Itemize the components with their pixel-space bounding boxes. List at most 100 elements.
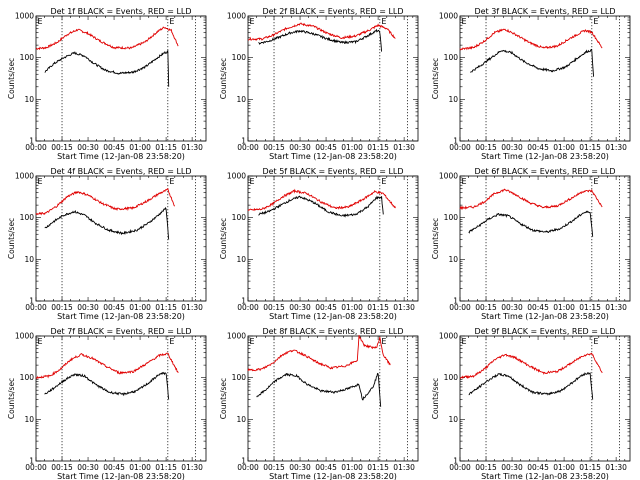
x-tick-label: 00:45	[315, 143, 337, 152]
y-tick-label: 1	[241, 457, 246, 466]
events-series-line	[44, 206, 170, 240]
x-tick-label: 01:15	[367, 303, 389, 312]
x-tick-label: 00:30	[501, 303, 523, 312]
x-tick-label: 00:30	[77, 143, 99, 152]
panel-title: Det 2f BLACK = Events, RED = LLD	[262, 7, 403, 16]
x-axis-label: Start Time (12-Jan-08 23:58:20)	[481, 312, 609, 321]
y-axis-label: Counts/sec	[219, 58, 228, 99]
plot-frame	[247, 15, 419, 142]
panel-7: Det 7f BLACK = Events, RED = LLD 1 10 100 10…	[7, 327, 207, 480]
x-tick-label: 01:15	[367, 463, 389, 472]
x-tick-label: 00:15	[475, 463, 497, 472]
x-tick-label: 01:00	[341, 303, 363, 312]
lld-series-line	[247, 22, 396, 41]
x-tick-label: 00:45	[103, 143, 125, 152]
x-tick-label: 00:45	[527, 303, 549, 312]
y-tick-label: 1000	[227, 332, 246, 341]
y-tick-label: 10	[448, 415, 458, 424]
plot-frame	[247, 335, 419, 462]
marker-label: E	[38, 17, 43, 26]
x-tick-label: 00:30	[77, 303, 99, 312]
x-axis-label: Start Time (12-Jan-08 23:58:20)	[269, 152, 397, 161]
x-tick-label: 00:30	[289, 463, 311, 472]
y-tick-label: 10	[24, 415, 34, 424]
x-tick-label: 01:15	[155, 463, 177, 472]
panel-title: Det 4f BLACK = Events, RED = LLD	[50, 167, 191, 176]
x-tick-label: 00:30	[77, 463, 99, 472]
x-axis-label: Start Time (12-Jan-08 23:58:20)	[481, 472, 609, 480]
y-axis-label: Counts/sec	[431, 218, 440, 259]
x-tick-label: 00:45	[527, 143, 549, 152]
x-tick-label: 00:00	[237, 143, 259, 152]
lld-series-line	[247, 335, 391, 372]
marker-label: E	[250, 177, 255, 186]
y-tick-label: 100	[232, 213, 247, 222]
y-tick-label: 1000	[439, 172, 458, 181]
events-series-line	[258, 195, 384, 218]
x-tick-label: 00:15	[51, 463, 73, 472]
y-axis-label: Counts/sec	[219, 378, 228, 419]
panel-1: Det 1f BLACK = Events, RED = LLD 1 10 100 10…	[7, 7, 207, 161]
y-tick-label: 10	[236, 95, 246, 104]
y-tick-label: 100	[232, 373, 247, 382]
plot-frame	[459, 175, 631, 302]
y-tick-label: 10	[24, 255, 34, 264]
events-series-line	[470, 48, 595, 77]
x-tick-label: 00:15	[51, 143, 73, 152]
x-tick-label: 01:00	[341, 463, 363, 472]
plot-frame	[35, 15, 207, 142]
y-tick-label: 1000	[439, 332, 458, 341]
panel-9: Det 9f BLACK = Events, RED = LLD 1 10 100 10…	[431, 327, 631, 480]
x-tick-label: 01:30	[181, 463, 203, 472]
y-tick-label: 100	[444, 213, 459, 222]
panel-2: Det 2f BLACK = Events, RED = LLD 1 10 100 10…	[219, 7, 419, 161]
y-tick-label: 1	[29, 137, 34, 146]
y-tick-label: 1	[453, 297, 458, 306]
x-tick-label: 00:30	[289, 143, 311, 152]
y-axis-label: Counts/sec	[7, 378, 16, 419]
y-tick-label: 1	[29, 297, 34, 306]
x-tick-label: 00:45	[103, 303, 125, 312]
x-tick-label: 00:00	[449, 463, 471, 472]
panel-title: Det 3f BLACK = Events, RED = LLD	[474, 7, 615, 16]
y-tick-label: 10	[236, 255, 246, 264]
panel-title: Det 9f BLACK = Events, RED = LLD	[474, 327, 615, 336]
marker-label: E	[38, 337, 43, 346]
events-series-line	[468, 210, 594, 237]
panel-title: Det 1f BLACK = Events, RED = LLD	[50, 7, 191, 16]
marker-label: E	[169, 337, 174, 346]
y-tick-label: 100	[232, 53, 247, 62]
x-tick-label: 01:30	[393, 303, 415, 312]
x-tick-label: 01:15	[579, 143, 601, 152]
y-tick-label: 100	[444, 373, 459, 382]
plot-frame	[35, 335, 207, 462]
x-tick-label: 00:00	[449, 303, 471, 312]
x-tick-label: 01:00	[553, 143, 575, 152]
panel-title: Det 8f BLACK = Events, RED = LLD	[262, 327, 403, 336]
y-tick-label: 1000	[15, 172, 34, 181]
x-tick-label: 01:30	[393, 143, 415, 152]
lld-series-line	[459, 352, 603, 380]
x-tick-label: 01:15	[579, 463, 601, 472]
x-tick-label: 00:30	[501, 463, 523, 472]
x-tick-label: 01:00	[129, 303, 151, 312]
lld-series-line	[35, 26, 179, 51]
x-tick-label: 01:30	[605, 143, 627, 152]
marker-label: E	[250, 337, 255, 346]
y-tick-label: 1	[453, 137, 458, 146]
y-tick-label: 1	[453, 457, 458, 466]
y-tick-label: 10	[448, 95, 458, 104]
y-tick-label: 1000	[227, 172, 246, 181]
plot-frame	[247, 175, 419, 302]
x-tick-label: 01:00	[553, 303, 575, 312]
x-tick-label: 00:30	[289, 303, 311, 312]
x-tick-label: 00:30	[501, 143, 523, 152]
lld-series-line	[247, 188, 396, 212]
x-tick-label: 01:30	[393, 463, 415, 472]
x-tick-label: 01:00	[553, 463, 575, 472]
y-tick-label: 1	[29, 457, 34, 466]
y-tick-label: 1000	[439, 12, 458, 21]
x-axis-label: Start Time (12-Jan-08 23:58:20)	[57, 312, 185, 321]
x-tick-label: 01:15	[367, 143, 389, 152]
plot-frame	[459, 335, 631, 462]
